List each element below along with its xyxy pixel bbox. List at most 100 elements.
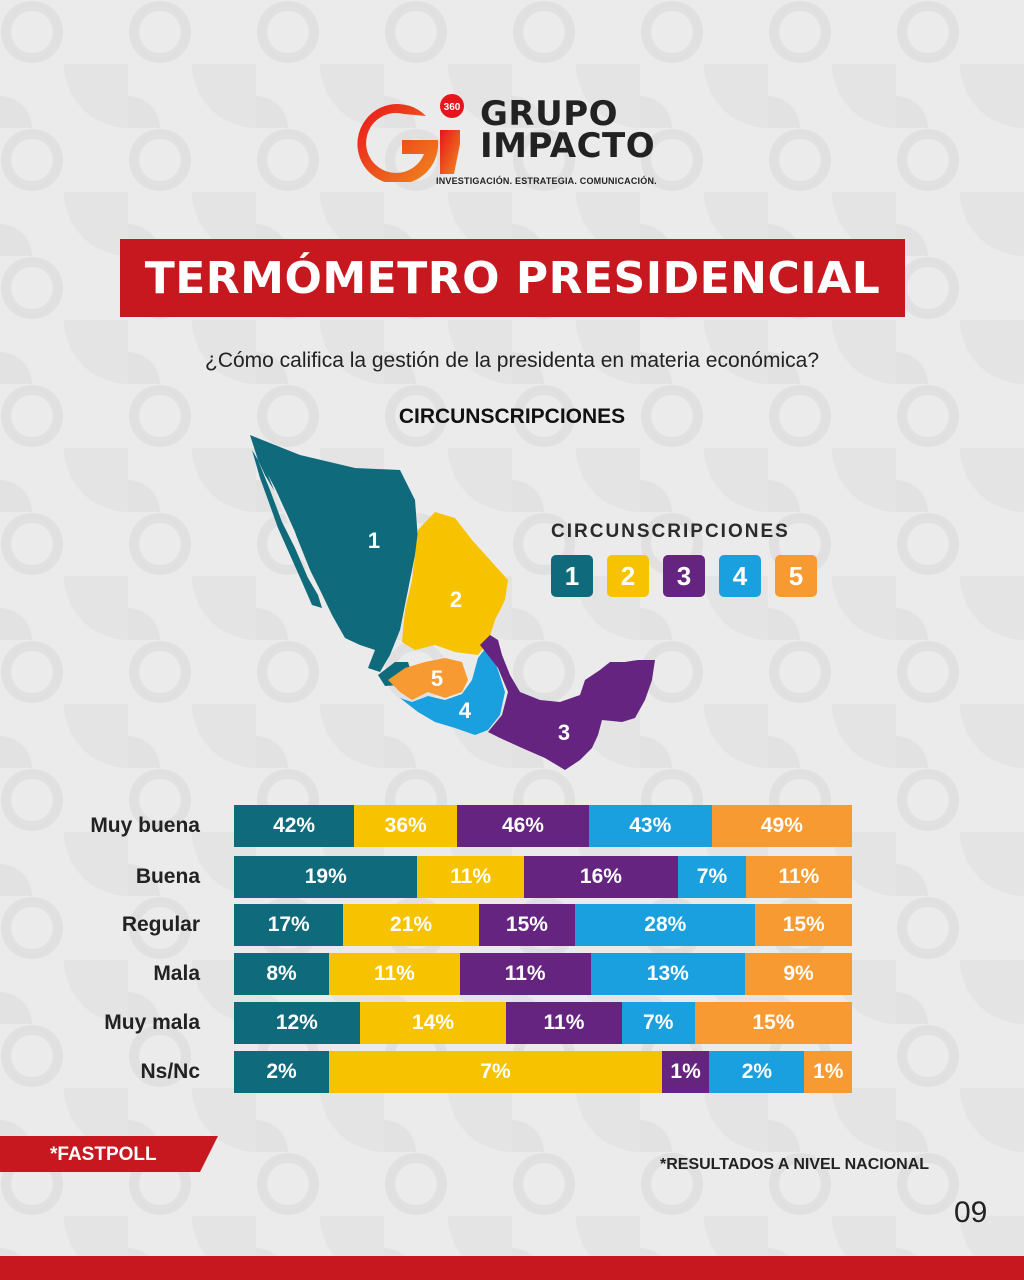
data-label: 43%	[629, 814, 672, 837]
bar-segment: 36%	[354, 805, 458, 847]
legend-item-2: 2	[607, 555, 649, 597]
data-label: 1%	[670, 1060, 701, 1083]
bar-segment: 7%	[621, 1002, 695, 1044]
data-label: 7%	[480, 1060, 511, 1083]
data-label: 8%	[266, 962, 297, 985]
map-label-5: 5	[431, 666, 443, 691]
bar-segment: 42%	[234, 805, 355, 847]
row-label: Mala	[153, 962, 200, 985]
row-label: Muy mala	[104, 1011, 200, 1034]
bar-segment: 11%	[459, 953, 591, 995]
logo-tagline: INVESTIGACIÓN. ESTRATEGIA. COMUNICACIÓN.	[436, 176, 657, 186]
bar-segment: 15%	[755, 904, 852, 946]
mexico-map: 1 2 5 4 3	[250, 435, 655, 770]
data-label: 16%	[579, 865, 622, 888]
data-label: 1%	[813, 1060, 844, 1083]
bar-segment: 46%	[457, 805, 589, 847]
data-label: 46%	[501, 814, 544, 837]
data-label: 11%	[373, 962, 415, 985]
logo-badge-text: 360	[444, 102, 461, 113]
grupo-impacto-logo: 360 GRUPO IMPACTO INVESTIGACIÓN. ESTRATE…	[352, 92, 682, 192]
data-label: 11%	[450, 865, 492, 888]
data-label: 2%	[741, 1060, 773, 1083]
bar-segment: 13%	[590, 953, 746, 995]
legend-item-3: 3	[663, 555, 705, 597]
legend-item-5: 5	[775, 555, 817, 597]
data-label: 17%	[267, 913, 310, 936]
data-label: 15%	[752, 1011, 795, 1034]
map-label-3: 3	[558, 720, 570, 745]
row-label: Buena	[135, 865, 200, 888]
bar-segment: 11%	[506, 1002, 622, 1044]
bar-segment: 1%	[804, 1051, 852, 1093]
map-region-1: 1	[250, 435, 418, 686]
fastpoll-ribbon-shape	[0, 1136, 218, 1172]
bar-segment: 15%	[478, 904, 576, 946]
map-title: CIRCUNSCRIPCIONES	[398, 405, 626, 428]
footnote: *RESULTADOS A NIVEL NACIONAL	[660, 1156, 930, 1173]
bar-segment: 7%	[678, 856, 746, 898]
map-region-2: 2	[402, 512, 508, 655]
legend-item-1: 1	[551, 555, 593, 597]
legend-item-4: 4	[719, 555, 761, 597]
bar-segment: 1%	[661, 1051, 710, 1093]
data-label: 7%	[696, 865, 728, 888]
data-label: 11%	[543, 1011, 585, 1034]
page-number: 09	[954, 1196, 988, 1229]
data-label: 14%	[411, 1011, 455, 1034]
bar-segment: 17%	[234, 904, 344, 946]
row-label: Muy buena	[90, 814, 200, 837]
bar-segment: 28%	[575, 904, 756, 946]
data-label: 11%	[504, 962, 546, 985]
logo-name: GRUPO IMPACTO	[480, 94, 656, 166]
data-label: 12%	[275, 1011, 318, 1034]
bottom-bar	[0, 1256, 1024, 1280]
bar-segment: 15%	[694, 1002, 852, 1044]
bar-segment: 21%	[343, 904, 479, 946]
data-label: 9%	[783, 962, 814, 985]
bar-segment: 8%	[234, 953, 330, 995]
row-label: Regular	[121, 913, 200, 936]
map-region-5: 5	[388, 658, 468, 700]
map-label-1: 1	[368, 528, 380, 553]
data-label: 15%	[505, 913, 548, 936]
fastpoll-tag: *FASTPOLL	[0, 1136, 218, 1172]
bar-segment: 11%	[417, 856, 524, 898]
legend-title: CIRCUNSCRIPCIONES	[551, 521, 790, 542]
map-label-2: 2	[450, 587, 462, 612]
bar-segment: 7%	[329, 1051, 662, 1093]
logo-name-line1: GRUPO	[480, 94, 619, 134]
map-region-3: 3	[480, 635, 655, 770]
map-region-4: 4	[400, 645, 505, 735]
bar-segment: 14%	[359, 1002, 507, 1044]
gi-logo-icon: 360	[357, 94, 464, 182]
fastpoll-label: *FASTPOLL	[50, 1144, 157, 1165]
bar-segment: 12%	[234, 1002, 360, 1044]
bar-segment: 16%	[523, 856, 679, 898]
bar-segment: 11%	[745, 856, 852, 898]
survey-question: ¿Cómo califica la gestión de la presiden…	[205, 349, 819, 372]
map-label-4: 4	[459, 698, 472, 723]
data-label: 42%	[273, 814, 316, 837]
data-label: 19%	[304, 865, 347, 888]
legend: 1 2 3 4 5	[551, 555, 817, 597]
bar-segment: 43%	[588, 805, 712, 847]
bar-segment: 19%	[234, 856, 418, 898]
bar-segment: 9%	[745, 953, 852, 995]
title-banner: TERMÓMETRO PRESIDENCIAL	[120, 239, 905, 317]
bar-segment: 49%	[711, 805, 852, 847]
data-label: 21%	[390, 913, 433, 936]
data-label: 49%	[760, 814, 803, 837]
row-label: Ns/Nc	[140, 1060, 200, 1083]
data-label: 15%	[782, 913, 825, 936]
data-label: 13%	[646, 962, 689, 985]
data-label: 28%	[644, 913, 687, 936]
data-label: 7%	[643, 1011, 674, 1034]
page-title: TERMÓMETRO PRESIDENCIAL	[144, 252, 881, 304]
logo-name-line2: IMPACTO	[480, 126, 656, 166]
bar-segment: 11%	[329, 953, 460, 995]
data-label: 11%	[778, 865, 820, 888]
data-label: 2%	[266, 1060, 297, 1083]
bar-segment: 2%	[234, 1051, 330, 1093]
